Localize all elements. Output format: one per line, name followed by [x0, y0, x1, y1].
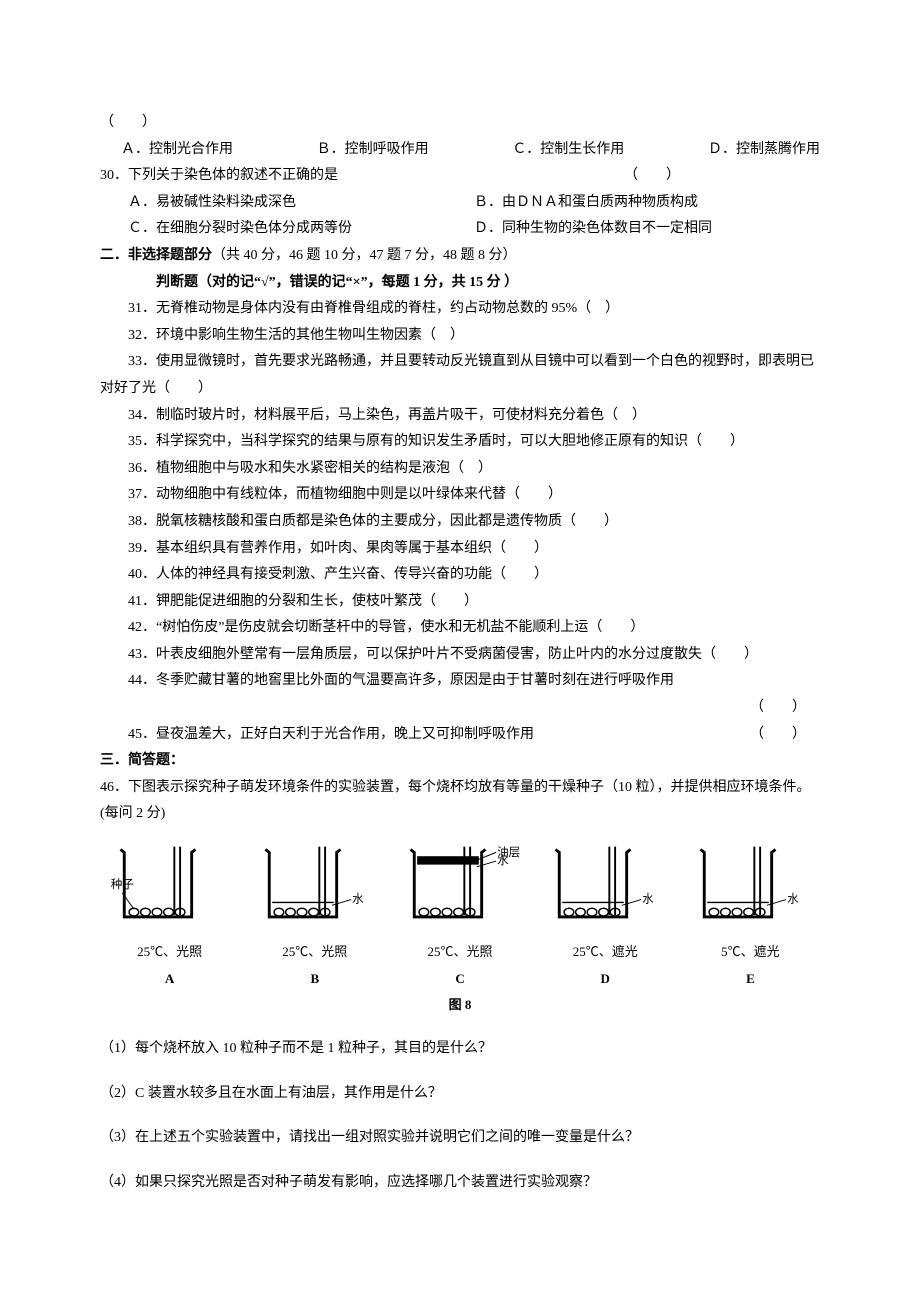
judge-q45-blank: （ ） [750, 722, 820, 749]
q46-sub4: （4）如果只探究光照是否对种子萌发有影响，应选择哪几个装置进行实验观察？ [100, 1170, 820, 1197]
q46-sub3: （3）在上述五个实验装置中，请找出一组对照实验并说明它们之间的唯一变量是什么？ [100, 1125, 820, 1152]
q29-option-a: Ａ．控制光合作用 [121, 137, 233, 164]
figure-caption: 图 8 [449, 997, 472, 1012]
q46-sub2: （2）C 装置水较多且在水面上有油层，其作用是什么？ [100, 1081, 820, 1108]
judge-q31: 31．无脊椎动物是身体内没有由脊椎骨组成的脊柱，约占动物总数的 95%（ ） [100, 296, 820, 323]
beaker-c: 水 油层 25℃、光照C [390, 838, 529, 991]
judge-q42: 42．“树怕伤皮”是伤皮就会切断茎杆中的导管，使水和无机盐不能顺利上运（ ） [100, 615, 820, 642]
figure-8: 种子 25℃、光照A 水 25℃、光照B 水 油层 25℃、光照C 水 25℃、… [100, 838, 820, 991]
beaker-e-temp: 5℃、遮光 [721, 940, 780, 965]
judge-title: 判断题（对的记“√”，错误的记“×”，每题 1 分，共 15 分 ） [100, 270, 820, 297]
q46-stem: 46．下图表示探究种子萌发环境条件的实验装置，每个烧杯均放有等量的干燥种子（10… [100, 775, 820, 828]
beaker-c-svg: 水 油层 [395, 838, 525, 938]
q30-option-c: Ｃ．在细胞分裂时染色体分成两等份 [128, 216, 474, 243]
svg-text:油层: 油层 [497, 845, 520, 859]
beaker-e-svg: 水 [685, 838, 815, 938]
judge-q41: 41．钾肥能促进细胞的分裂和生长，使枝叶繁茂（ ） [100, 589, 820, 616]
beaker-e: 水 5℃、遮光E [681, 838, 820, 991]
judge-q43: 43．叶表皮细胞外壁常有一层角质层，可以保护叶片不受病菌侵害，防止叶内的水分过度… [100, 642, 820, 669]
beaker-c-letter: C [455, 967, 464, 992]
judge-q34: 34．制临时玻片时，材料展平后，马上染色，再盖片吸干，可使材料充分着色（ ） [100, 403, 820, 430]
beaker-d: 水 25℃、遮光D [536, 838, 675, 991]
judge-q33: 33．使用显微镜时，首先要求光路畅通，并且要转动反光镜直到从目镜中可以看到一个白… [100, 349, 820, 402]
section3-title: 三．简答题： [100, 748, 820, 775]
judge-q38: 38．脱氧核糖核酸和蛋白质都是染色体的主要成分，因此都是遗传物质（ ） [100, 509, 820, 536]
q30-blank: （ ） [624, 163, 820, 190]
beaker-b-temp: 25℃、光照 [282, 940, 347, 965]
q29-option-c: Ｃ．控制生长作用 [512, 137, 624, 164]
q30-option-d: Ｄ．同种生物的染色体数目不一定相同 [474, 216, 820, 243]
beaker-c-temp: 25℃、光照 [428, 940, 493, 965]
judge-q44: 44．冬季贮藏甘薯的地窖里比外面的气温要高许多，原因是由于甘薯时刻在进行呼吸作用 [100, 668, 820, 695]
judge-q39: 39．基本组织具有营养作用，如叶肉、果肉等属于基本组织（ ） [100, 536, 820, 563]
svg-text:种子: 种子 [110, 877, 133, 891]
section2-note: （共 40 分，46 题 10 分，47 题 7 分，48 题 8 分） [212, 248, 517, 263]
svg-text:水: 水 [352, 892, 364, 905]
q30-option-a: Ａ．易被碱性染料染成深色 [128, 190, 474, 217]
section2-title: 二．非选择题部分 [100, 248, 212, 263]
judge-q45: 45．昼夜温差大，正好白天利于光合作用，晚上又可抑制呼吸作用 [100, 722, 750, 749]
svg-text:水: 水 [642, 892, 654, 905]
judge-q37: 37．动物细胞中有线粒体，而植物细胞中则是以叶绿体来代替（ ） [100, 482, 820, 509]
beaker-d-svg: 水 [540, 838, 670, 938]
beaker-a-svg: 种子 [105, 838, 235, 938]
beaker-e-letter: E [746, 967, 755, 992]
beaker-a: 种子 25℃、光照A [100, 838, 239, 991]
judge-q36: 36．植物细胞中与吸水和失水紧密相关的结构是液泡（ ） [100, 456, 820, 483]
svg-text:水: 水 [787, 892, 799, 905]
beaker-b-svg: 水 [250, 838, 380, 938]
q30-stem: 30．下列关于染色体的叙述不正确的是 [100, 163, 624, 190]
judge-q32: 32．环境中影响生物生活的其他生物叫生物因素（ ） [100, 323, 820, 350]
beaker-a-temp: 25℃、光照 [137, 940, 202, 965]
q30-option-b: Ｂ．由ＤＮＡ和蛋白质两种物质构成 [474, 190, 820, 217]
judge-q40: 40．人体的神经具有接受刺激、产生兴奋、传导兴奋的功能（ ） [100, 562, 820, 589]
beaker-b-letter: B [310, 967, 319, 992]
beaker-b: 水 25℃、光照B [245, 838, 384, 991]
beaker-a-letter: A [165, 967, 174, 992]
q29-option-b: Ｂ．控制呼吸作用 [317, 137, 429, 164]
q46-sub1: （1）每个烧杯放入 10 粒种子而不是 1 粒种子，其目的是什么？ [100, 1036, 820, 1063]
judge-q35: 35．科学探究中，当科学探究的结果与原有的知识发生矛盾时，可以大胆地修正原有的知… [100, 429, 820, 456]
q29-option-d: Ｄ．控制蒸腾作用 [708, 137, 820, 164]
beaker-d-temp: 25℃、遮光 [573, 940, 638, 965]
beaker-d-letter: D [601, 967, 610, 992]
judge-q44-blank: （ ） [100, 695, 820, 722]
q29-blank: （ ） [100, 115, 156, 130]
